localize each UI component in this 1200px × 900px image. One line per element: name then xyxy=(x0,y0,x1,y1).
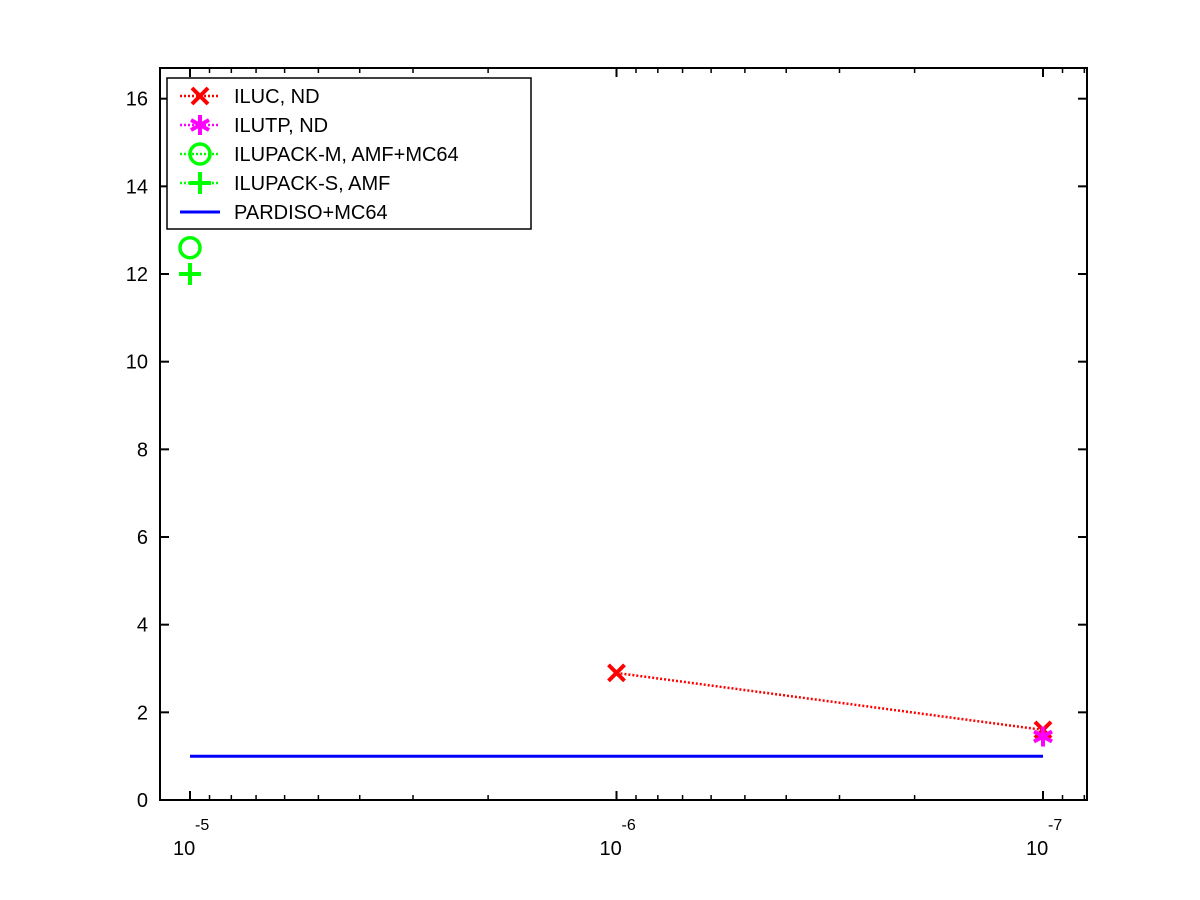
y-tick-label-0: 0 xyxy=(137,790,148,812)
x-tick-label-base-0: 10 xyxy=(173,838,195,860)
legend-entry-3-label: ILUPACK-M, AMF+MC64 xyxy=(234,144,459,166)
axes-frame xyxy=(159,67,1088,801)
y-tick-label-8: 16 xyxy=(126,89,148,111)
legend-entry-3-marker-shape xyxy=(188,142,212,166)
legend: ILUC, ND ILUTP, ND ILUPACK-M, AMF+MC64 ILUP… xyxy=(166,77,532,230)
x-tick-label-exponent-0: -5 xyxy=(195,817,209,834)
x-tick-label-base-1: 10 xyxy=(600,838,622,860)
legend-entry-5-label: PARDISO+MC64 xyxy=(234,202,388,224)
x-tick-label-exponent-1: -6 xyxy=(622,817,636,834)
y-tick-label-2: 4 xyxy=(137,615,148,637)
legend-entry-4: ILUPACK-S, AMF xyxy=(180,172,390,195)
legend-entry-2-label: ILUTP, ND xyxy=(234,115,328,137)
y-tick-label-4: 8 xyxy=(137,439,148,461)
series-2-point-1-shape xyxy=(1033,726,1053,747)
legend-entry-3-marker xyxy=(188,142,212,166)
series-3-point-1 xyxy=(178,235,202,260)
legend-box xyxy=(166,77,532,230)
x-tick-label-exponent-2: -7 xyxy=(1048,817,1062,834)
y-tick-label-6: 12 xyxy=(126,264,148,286)
series-1-point-1 xyxy=(607,663,626,683)
legend-entry-1-label: ILUC, ND xyxy=(234,86,320,108)
series-3-point-1-shape xyxy=(178,235,202,260)
legend-entry-2-marker xyxy=(190,115,210,135)
y-tick-label-5: 10 xyxy=(126,352,148,374)
x-tick-label-base-2: 10 xyxy=(1026,838,1048,860)
series-1-point-1-shape xyxy=(607,663,626,683)
legend-entry-2: ILUTP, ND xyxy=(180,115,328,137)
legend-entry-3: ILUPACK-M, AMF+MC64 xyxy=(180,142,459,166)
legend-entry-1-marker xyxy=(190,86,210,106)
legend-entry-5: PARDISO+MC64 xyxy=(180,202,388,224)
plot-area xyxy=(178,235,1053,758)
legend-entry-1-marker-shape xyxy=(190,86,210,106)
y-tick-label-1: 2 xyxy=(137,702,148,724)
legend-entry-2-marker-shape xyxy=(190,115,210,135)
legend-entry-1: ILUC, ND xyxy=(180,86,320,108)
legend-entry-4-marker xyxy=(189,172,211,194)
series-4-point-1 xyxy=(179,263,201,286)
legend-entry-4-marker-shape xyxy=(189,172,211,194)
y-tick-label-3: 6 xyxy=(137,527,148,549)
legend-entry-4-label: ILUPACK-S, AMF xyxy=(234,173,390,195)
series-4-point-1-shape xyxy=(179,263,201,286)
y-tick-label-7: 14 xyxy=(126,176,148,198)
series-2-point-1 xyxy=(1033,726,1053,747)
